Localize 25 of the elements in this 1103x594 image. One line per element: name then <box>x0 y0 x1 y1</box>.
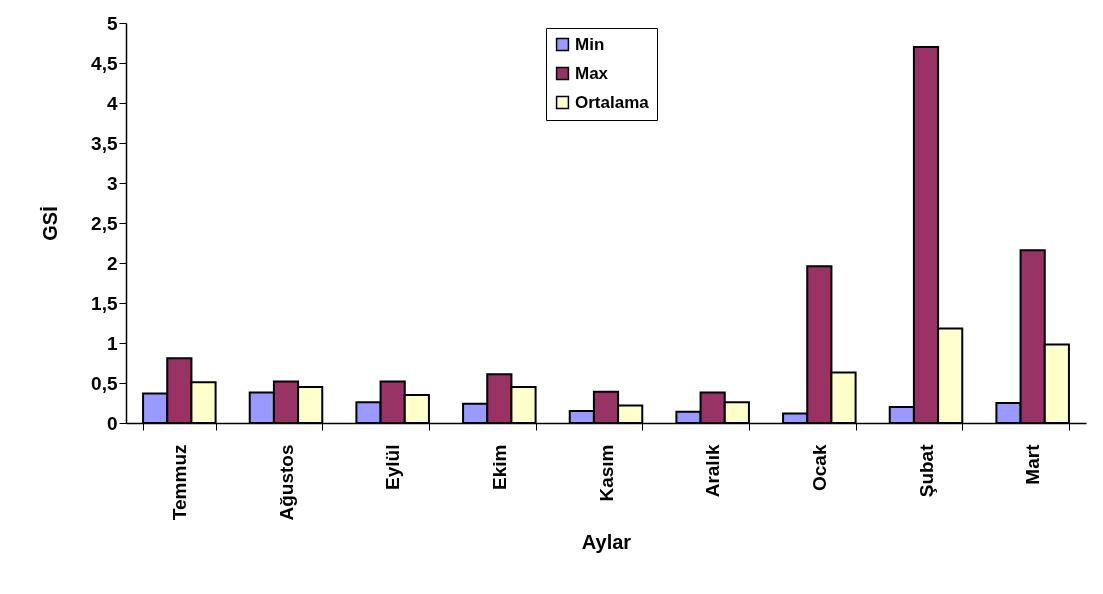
y-tick-label: 0,5 <box>91 372 118 394</box>
x-tick-label: Şubat <box>915 443 937 498</box>
x-tick-label: Mart <box>1022 443 1044 485</box>
x-tick-label: Kasım <box>595 444 617 502</box>
y-tick-label: 2,5 <box>91 212 118 234</box>
legend-label: Max <box>575 63 609 83</box>
legend-label: Ortalama <box>575 92 650 112</box>
y-tick-label: 5 <box>106 12 118 34</box>
x-axis-title: Aylar <box>581 530 632 553</box>
x-tick-label: Temmuz <box>168 444 190 521</box>
legend-label: Min <box>575 34 605 54</box>
y-tick-label: 3,5 <box>91 132 118 154</box>
x-tick-label: Ağustos <box>275 444 297 521</box>
x-tick-label: Eylül <box>382 444 404 490</box>
y-tick-label: 2 <box>106 252 118 274</box>
y-tick-label: 4,5 <box>91 52 118 74</box>
y-tick-label: 3 <box>106 172 118 194</box>
y-tick-label: 0 <box>106 412 118 434</box>
y-tick-label: 1,5 <box>91 292 118 314</box>
y-tick-label: 4 <box>106 92 118 114</box>
x-tick-label: Aralık <box>702 444 724 498</box>
y-tick-label: 1 <box>106 332 118 354</box>
y-axis-title: GSİ <box>39 206 62 241</box>
x-tick-label: Ekim <box>488 444 510 490</box>
x-tick-label: Ocak <box>808 444 830 491</box>
